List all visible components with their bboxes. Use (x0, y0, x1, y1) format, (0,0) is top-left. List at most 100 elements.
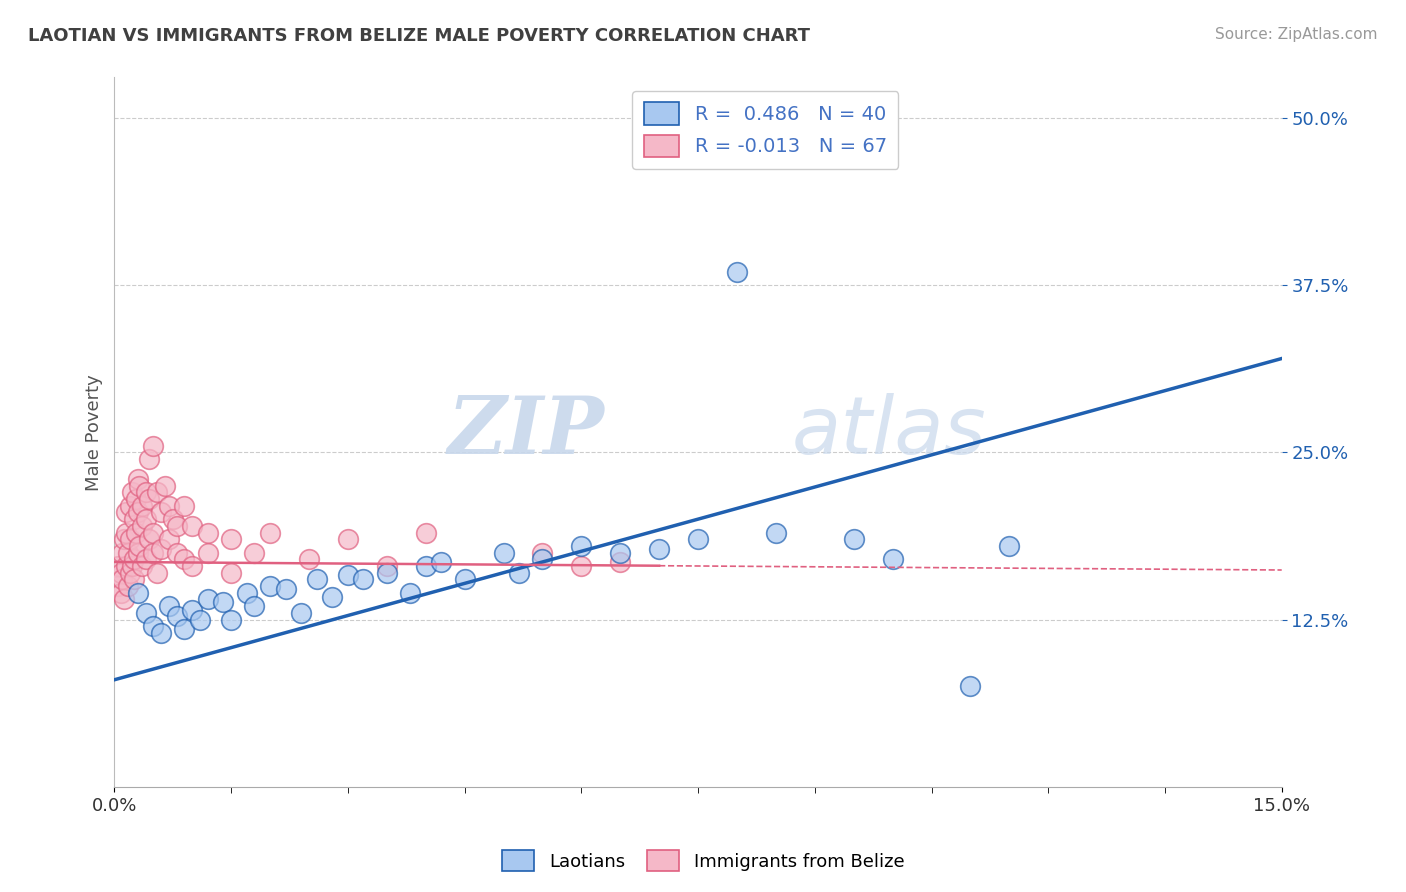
Point (127, 586, 149, 600)
Point (453, 573, 475, 587)
Point (112, 533, 135, 547)
Point (142, 546, 165, 560)
Point (882, 552, 904, 566)
Point (138, 491, 160, 506)
Point (235, 586, 257, 600)
Point (609, 555, 631, 569)
Y-axis label: Male Poverty: Male Poverty (86, 374, 103, 491)
Point (142, 438, 165, 452)
Point (804, 124, 827, 138)
Point (648, 541, 671, 556)
Point (142, 525, 165, 540)
Point (173, 552, 195, 566)
Point (131, 518, 153, 533)
Point (117, 546, 139, 560)
Point (609, 546, 631, 560)
Point (111, 546, 134, 560)
Point (150, 626, 173, 640)
Point (219, 533, 242, 547)
Point (128, 478, 150, 492)
Point (107, 559, 129, 574)
Point (157, 533, 180, 547)
Point (146, 485, 169, 500)
Point (135, 512, 157, 526)
Point (243, 546, 266, 560)
Point (127, 505, 149, 519)
Point (157, 599, 180, 614)
Point (197, 525, 219, 540)
Legend: R =  0.486   N = 40, R = -0.013   N = 67: R = 0.486 N = 40, R = -0.013 N = 67 (633, 91, 898, 169)
Point (157, 499, 180, 513)
Point (725, 264, 748, 278)
Point (150, 541, 173, 556)
Point (173, 499, 195, 513)
Point (305, 573, 328, 587)
Point (197, 546, 219, 560)
Point (115, 505, 138, 519)
Point (430, 555, 453, 569)
Point (508, 566, 530, 580)
Point (336, 533, 359, 547)
Point (998, 539, 1021, 553)
Point (842, 533, 865, 547)
Point (115, 559, 138, 574)
Point (219, 613, 242, 627)
Point (110, 586, 132, 600)
Point (243, 599, 266, 614)
Point (399, 586, 422, 600)
Point (111, 573, 134, 587)
Point (118, 533, 141, 547)
Point (127, 472, 149, 486)
Point (135, 606, 157, 620)
Point (118, 499, 141, 513)
Point (166, 608, 188, 623)
Point (259, 525, 281, 540)
Point (274, 582, 297, 596)
Point (118, 566, 141, 580)
Point (415, 559, 437, 574)
Legend: Laotians, Immigrants from Belize: Laotians, Immigrants from Belize (495, 843, 911, 879)
Point (259, 579, 281, 593)
Point (959, 680, 981, 694)
Point (166, 546, 188, 560)
Point (336, 568, 359, 582)
Point (569, 559, 592, 574)
Point (138, 451, 160, 466)
Point (131, 499, 153, 513)
Point (352, 573, 374, 587)
Point (135, 485, 157, 500)
Point (150, 505, 173, 519)
Point (121, 485, 143, 500)
Point (121, 559, 143, 574)
Point (492, 546, 515, 560)
Point (188, 613, 211, 627)
Point (569, 539, 592, 553)
Point (107, 579, 129, 593)
Point (166, 518, 188, 533)
Point (153, 478, 176, 492)
Point (375, 566, 398, 580)
Point (142, 619, 165, 633)
Point (298, 552, 321, 566)
Point (110, 566, 132, 580)
Point (117, 579, 139, 593)
Point (181, 518, 204, 533)
Point (125, 525, 148, 540)
Text: LAOTIAN VS IMMIGRANTS FROM BELIZE MALE POVERTY CORRELATION CHART: LAOTIAN VS IMMIGRANTS FROM BELIZE MALE P… (28, 27, 810, 45)
Text: ZIP: ZIP (447, 393, 605, 471)
Point (125, 491, 148, 506)
Point (686, 533, 709, 547)
Point (112, 592, 135, 607)
Point (146, 566, 169, 580)
Point (321, 590, 343, 604)
Point (122, 512, 145, 526)
Point (122, 573, 145, 587)
Point (162, 512, 184, 526)
Point (375, 559, 398, 574)
Point (131, 559, 153, 574)
Point (531, 546, 554, 560)
Point (181, 603, 204, 617)
Point (122, 552, 145, 566)
Point (212, 595, 235, 609)
Point (765, 525, 787, 540)
